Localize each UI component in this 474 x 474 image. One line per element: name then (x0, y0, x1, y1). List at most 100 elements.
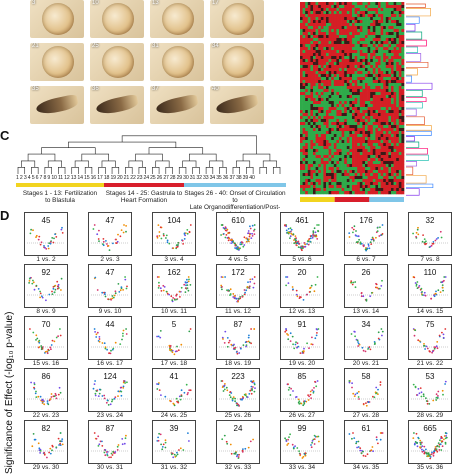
volcano-point (106, 454, 109, 457)
heatmap-cell (300, 53, 303, 57)
volcano-point (438, 334, 441, 337)
heatmap-cell (331, 191, 335, 195)
heatmap-cell (398, 50, 402, 54)
heatmap-cell (352, 128, 355, 132)
heatmap-cell (349, 158, 353, 162)
significant-gene-count: 5 (171, 320, 177, 329)
volcano-point (94, 392, 97, 395)
heatmap-cell (375, 104, 379, 108)
heatmap-cell (354, 191, 358, 195)
heatmap-cell (391, 77, 394, 81)
heatmap-cell (326, 107, 329, 111)
heatmap-cell (378, 137, 381, 141)
heatmap-cell (365, 89, 368, 93)
volcano-point (164, 441, 167, 444)
heatmap-cell (398, 131, 402, 135)
heatmap-cell (310, 182, 314, 186)
heatmap-cell (346, 176, 350, 180)
heatmap-cell (359, 59, 363, 63)
heatmap-cell (375, 68, 379, 72)
volcano-point (309, 237, 312, 240)
comparison-label: 18 vs. 19 (224, 360, 252, 367)
photo-grid: 3 10 13 17 21 25 31 34 35 36 37 40 (30, 0, 270, 130)
heatmap-cell (307, 44, 311, 48)
heatmap-cell (339, 185, 342, 189)
heatmap-cell (378, 62, 381, 66)
volcano-point (285, 276, 287, 278)
heatmap-cell (300, 62, 303, 66)
heatmap-cell (354, 53, 358, 57)
volcano-point (444, 383, 446, 385)
heatmap-cell (375, 137, 379, 141)
volcano-point (445, 435, 447, 437)
heatmap-cell (359, 83, 363, 87)
heatmap-cell (328, 32, 332, 36)
heatmap-cell (383, 80, 387, 84)
heatmap-cell (359, 95, 363, 99)
heatmap-cell (310, 128, 314, 132)
heatmap-cell (331, 152, 335, 156)
heatmap-cell (346, 101, 350, 105)
heatmap-cell (320, 68, 324, 72)
volcano-point (117, 283, 120, 285)
heatmap-cell (367, 8, 371, 12)
volcano-point (316, 224, 318, 226)
heatmap-cell (388, 2, 392, 6)
stage-number: 10 (92, 0, 99, 6)
heatmap-cell (357, 20, 361, 24)
heatmap-cell (391, 158, 394, 162)
heatmap-cell (378, 101, 381, 105)
heatmap-cell (396, 134, 400, 138)
heatmap-cell (346, 8, 350, 12)
heatmap-cell (313, 164, 316, 168)
heatmap-cell (307, 110, 311, 114)
heatmap-cell (331, 98, 335, 102)
heatmap-cell (339, 191, 342, 195)
heatmap-cell (331, 20, 335, 24)
heatmap-cell (328, 155, 332, 159)
heatmap-cell (313, 20, 316, 24)
heatmap-cell (318, 173, 322, 177)
heatmap-cell (320, 47, 324, 51)
heatmap-cell (341, 83, 345, 87)
volcano-point (48, 242, 50, 244)
heatmap-cell (391, 53, 394, 57)
heatmap-cell (375, 125, 379, 129)
heatmap-cell (359, 35, 363, 39)
volcano-point (38, 447, 41, 450)
heatmap-cell (372, 44, 376, 48)
heatmap-cell (365, 62, 368, 66)
heatmap-cell (349, 5, 353, 9)
heatmap-cell (372, 110, 376, 114)
heatmap-cell (305, 179, 309, 183)
heatmap-cell (320, 59, 324, 63)
volcano-point (240, 347, 242, 350)
heatmap-cell (357, 68, 361, 72)
heatmap-cell (372, 65, 376, 69)
volcano-point (419, 439, 422, 442)
heatmap-cell (349, 119, 353, 123)
heatmap-cell (354, 161, 358, 165)
heatmap-cell (398, 80, 402, 84)
heatmap-cell (354, 134, 358, 138)
heatmap-cell (354, 8, 358, 12)
volcano-point (170, 453, 173, 456)
volcano-point (46, 352, 49, 355)
heatmap-cell (367, 2, 371, 6)
heatmap-cell (318, 170, 322, 174)
volcano-point (297, 240, 300, 243)
heatmap-cell (323, 119, 327, 123)
heatmap-cell (383, 59, 387, 63)
heatmap-cell (378, 131, 381, 135)
volcano-point (41, 400, 44, 403)
heatmap-cell (349, 29, 353, 33)
stage-group-label-line1: Stages 1 - 13: Fertilization (22, 190, 98, 197)
volcano-point (37, 288, 40, 290)
stage-number: 13 (152, 0, 159, 6)
heatmap-cell (352, 119, 355, 123)
volcano-point (357, 240, 359, 243)
heatmap-cell (370, 20, 374, 24)
volcano-point (348, 236, 351, 238)
stage-number: 34 (212, 43, 219, 49)
dendrogram-branch (242, 153, 271, 161)
